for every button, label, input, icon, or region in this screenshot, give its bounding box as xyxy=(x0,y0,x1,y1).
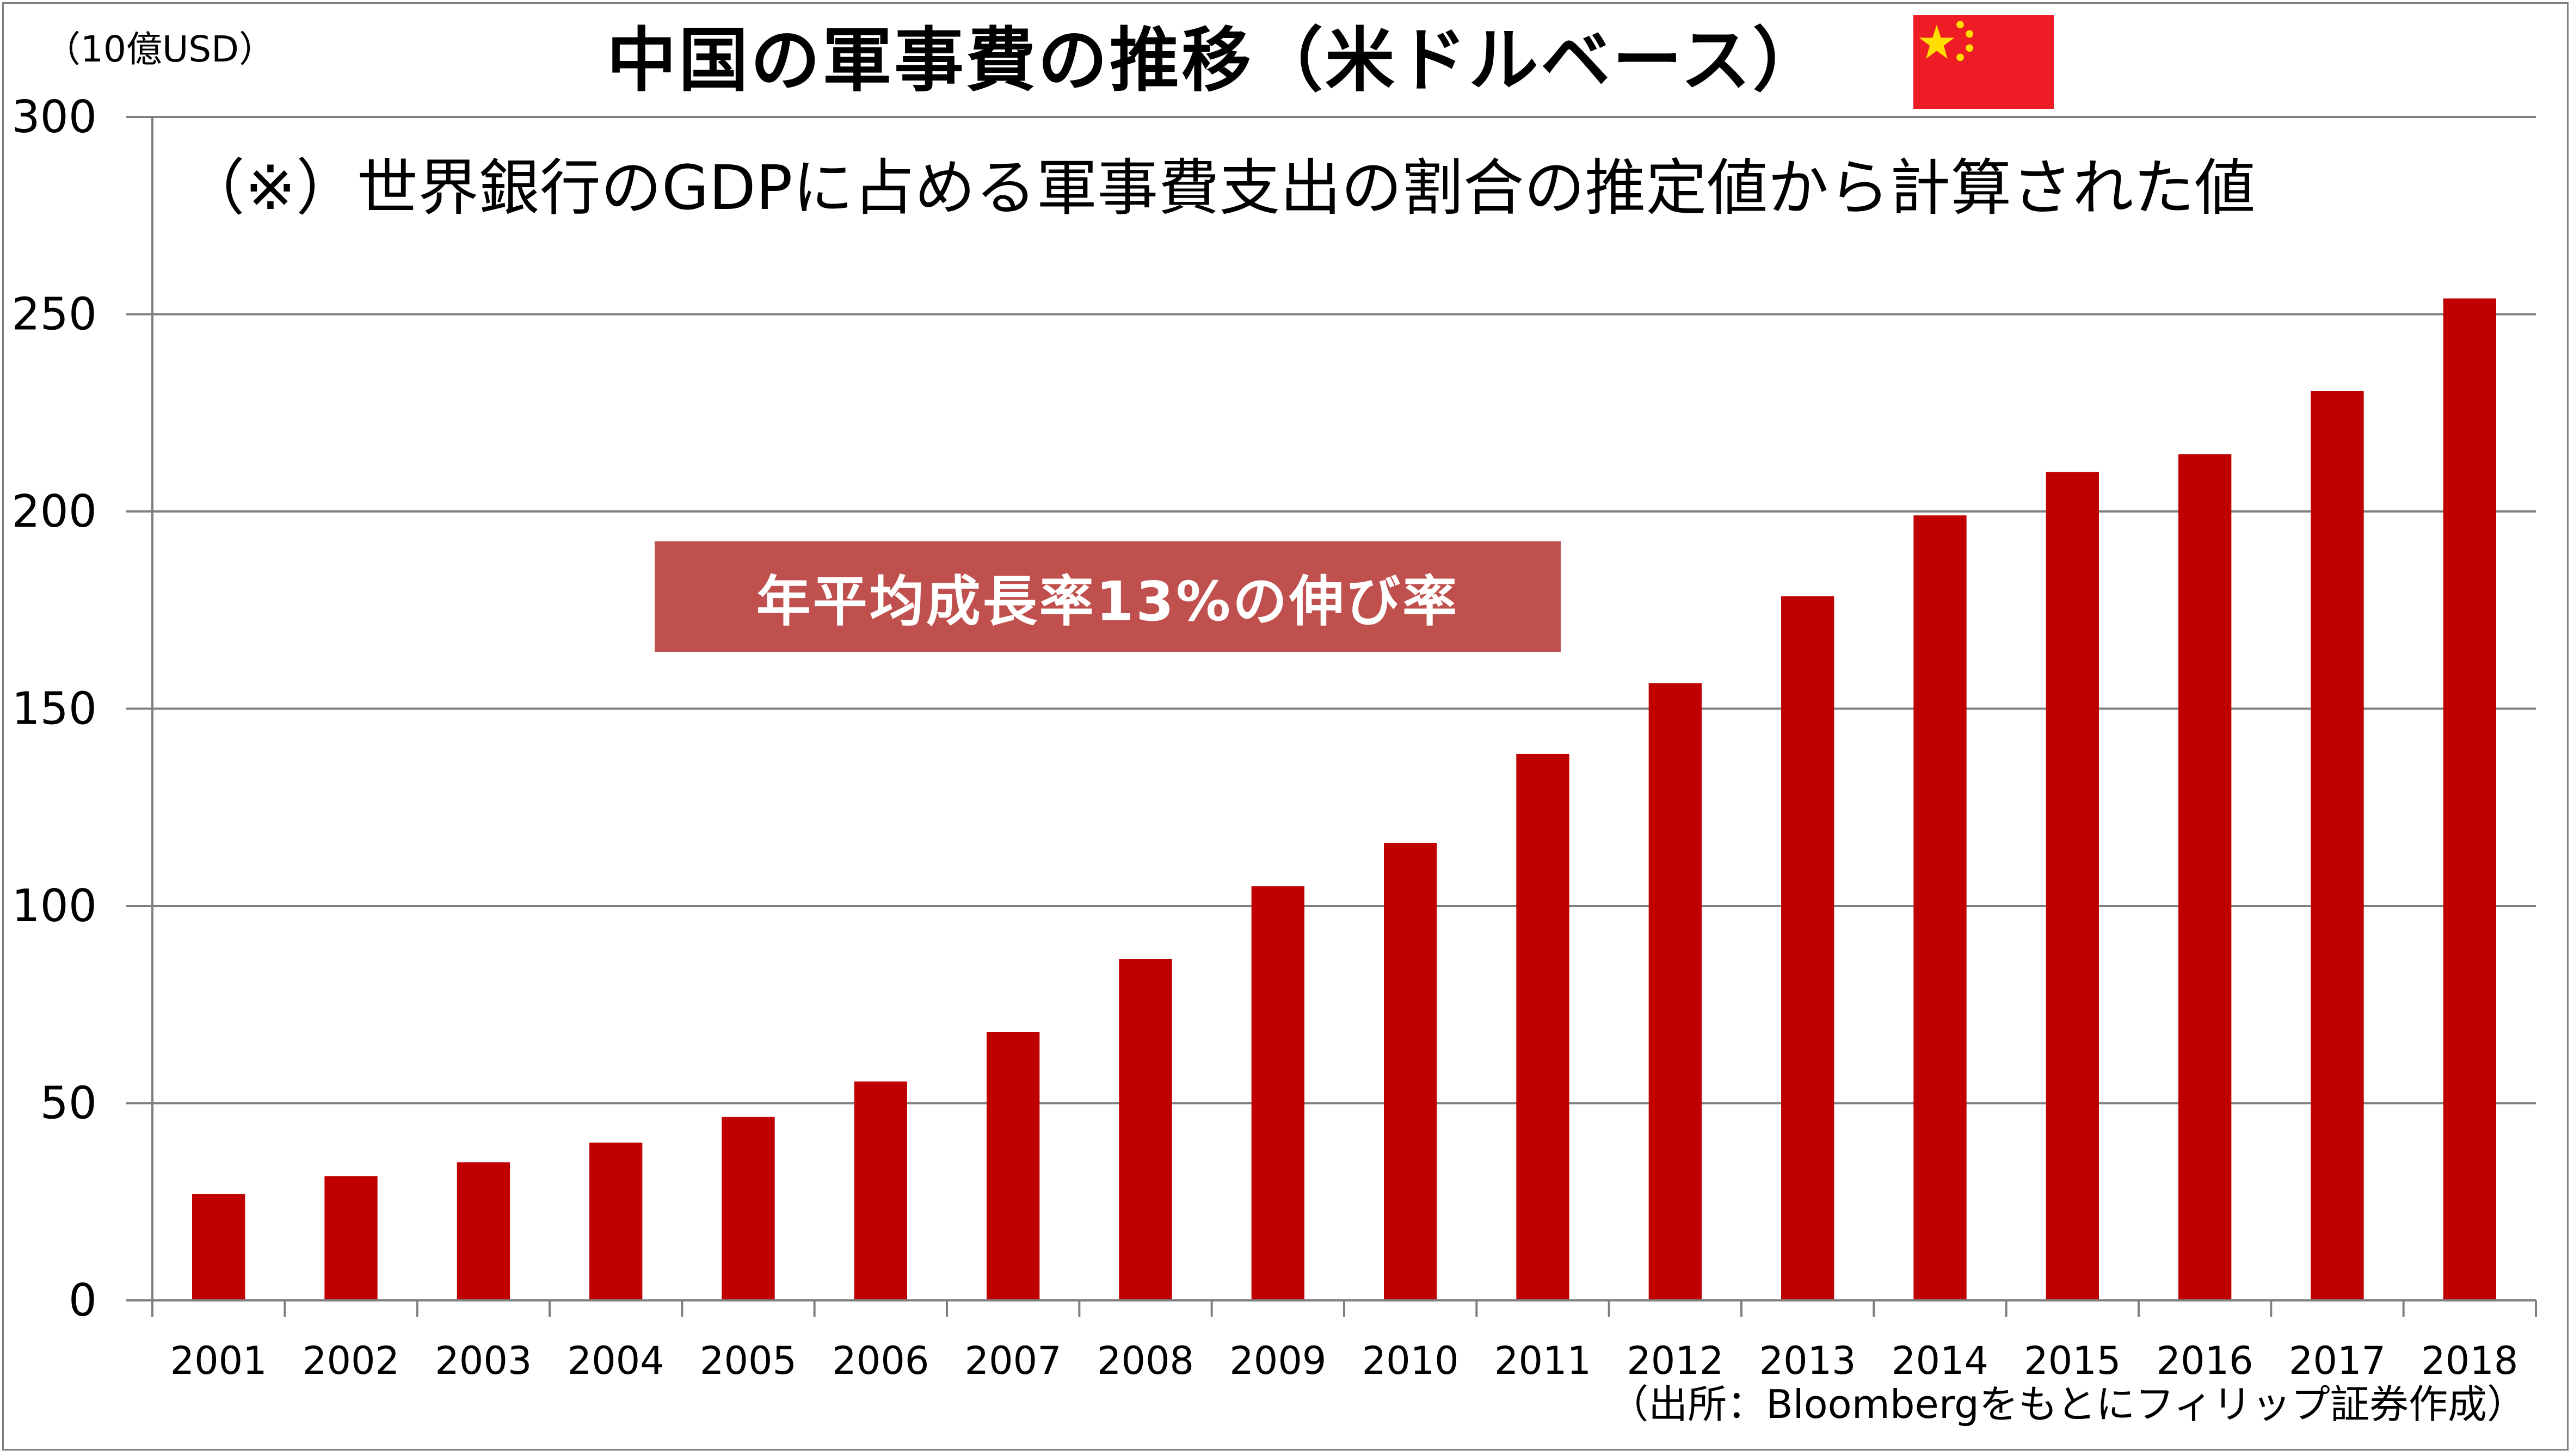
x-tick-label: 2002 xyxy=(303,1338,399,1383)
x-tick-label: 2001 xyxy=(170,1338,267,1383)
source-credit: （出所：Bloombergをもとにフィリップ証券作成） xyxy=(1609,1381,2526,1427)
x-tick-label: 2008 xyxy=(1097,1338,1194,1383)
bar-2009 xyxy=(1251,886,1304,1300)
x-tick-label: 2011 xyxy=(1494,1338,1591,1383)
x-tick-label: 2007 xyxy=(965,1338,1062,1383)
chart-title: 中国の軍事費の推移（米ドルベース） xyxy=(607,20,1825,101)
x-tick-label: 2013 xyxy=(1759,1338,1856,1383)
bar-2011 xyxy=(1516,754,1569,1300)
y-tick-label: 50 xyxy=(40,1078,97,1130)
y-tick-label: 0 xyxy=(69,1275,97,1327)
x-tick-label: 2016 xyxy=(2157,1338,2253,1383)
x-tick-label: 2010 xyxy=(1362,1338,1459,1383)
footnote-estimate: （※）世界銀行のGDPに占める軍事費支出の割合の推定値から計算された値 xyxy=(184,153,2256,224)
bars xyxy=(192,298,2496,1300)
bar-2017 xyxy=(2311,391,2364,1300)
x-tick-label: 2015 xyxy=(2024,1338,2121,1383)
x-tick-label: 2003 xyxy=(435,1338,532,1383)
bar-2015 xyxy=(2046,472,2099,1300)
tick-labels: 0 50 100 150 200 250 300 2001 2002 2003 2004 2005 20… xyxy=(11,91,2518,1383)
x-tick-label: 2014 xyxy=(1892,1338,1988,1383)
bar-2014 xyxy=(1913,515,1967,1300)
growth-rate-callout: 年平均成長率13%の伸び率 xyxy=(655,541,1561,652)
bar-2004 xyxy=(589,1143,643,1300)
bar-2006 xyxy=(854,1081,907,1300)
y-tick-label: 300 xyxy=(11,91,97,143)
y-tick-label: 200 xyxy=(11,486,97,538)
y-tick-label: 150 xyxy=(11,683,97,735)
y-tick-label: 100 xyxy=(11,880,97,932)
x-tick-label: 2017 xyxy=(2289,1338,2386,1383)
x-tick-label: 2004 xyxy=(568,1338,664,1383)
x-tick-label: 2018 xyxy=(2421,1338,2518,1383)
bar-2018 xyxy=(2443,298,2496,1300)
bar-2005 xyxy=(722,1116,775,1300)
bar-2008 xyxy=(1119,959,1172,1300)
bar-2010 xyxy=(1384,843,1437,1300)
gridlines xyxy=(152,116,2536,1105)
x-tick-label: 2012 xyxy=(1627,1338,1723,1383)
x-tick-label: 2006 xyxy=(832,1338,929,1383)
bar-2002 xyxy=(324,1176,378,1300)
bar-2007 xyxy=(987,1032,1040,1300)
x-tick-label: 2005 xyxy=(700,1338,797,1383)
bar-2012 xyxy=(1648,683,1702,1300)
bar-2016 xyxy=(2178,454,2232,1300)
y-tick-label: 250 xyxy=(11,289,97,341)
bar-2013 xyxy=(1781,596,1834,1300)
y-axis-unit-label: （10億USD） xyxy=(45,28,275,70)
bar-2003 xyxy=(457,1162,510,1300)
axes xyxy=(126,116,2537,1317)
bar-2001 xyxy=(192,1194,245,1300)
x-tick-label: 2009 xyxy=(1229,1338,1326,1383)
china-flag-icon xyxy=(1913,15,2054,109)
